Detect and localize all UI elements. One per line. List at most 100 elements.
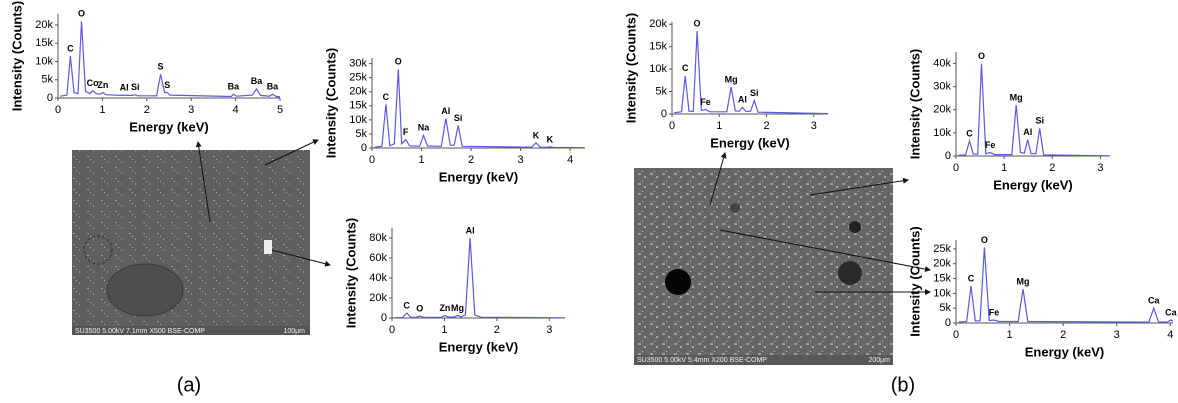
peak-label: Na bbox=[418, 123, 430, 133]
peak-label: Al bbox=[120, 82, 129, 92]
image-scale: 100μm bbox=[283, 328, 305, 335]
peak-label: O bbox=[416, 303, 423, 313]
spectrum-line bbox=[374, 69, 586, 149]
peak-label: K bbox=[533, 130, 540, 140]
y-tick-label: 10k bbox=[933, 127, 951, 139]
peak-label: Co bbox=[87, 78, 99, 88]
peak-label: O bbox=[78, 9, 85, 19]
x-axis-label: Energy (keV) bbox=[439, 339, 518, 354]
peak-label: C bbox=[403, 300, 410, 310]
y-tick-label: 0 bbox=[945, 150, 951, 162]
x-tick-label: 3 bbox=[1114, 329, 1120, 341]
spectrum-line bbox=[958, 247, 1174, 323]
y-axis-label: Intensity (Counts) bbox=[9, 1, 24, 112]
y-axis-label: Intensity (Counts) bbox=[907, 226, 922, 337]
x-tick-label: 0 bbox=[953, 329, 959, 341]
x-tick-label: 3 bbox=[546, 324, 552, 336]
y-axis-label: Intensity (Counts) bbox=[907, 49, 922, 160]
y-tick-label: 60k bbox=[369, 252, 387, 264]
x-tick-label: 1 bbox=[1001, 162, 1007, 174]
y-tick-label: 5k bbox=[939, 302, 951, 314]
x-tick-label: 1 bbox=[418, 154, 424, 166]
y-tick-label: 5k bbox=[655, 85, 667, 97]
image-scale: 200μm bbox=[868, 357, 890, 364]
x-tick-label: 5 bbox=[277, 104, 283, 116]
image-caption: SU3500 5.00kV 7.1mm X500 BSE-COMP bbox=[75, 328, 205, 335]
y-tick-label: 15k bbox=[933, 272, 951, 284]
y-tick-label: 20k bbox=[369, 292, 387, 304]
peak-label: O bbox=[694, 18, 701, 28]
y-tick-label: 10k bbox=[649, 63, 667, 75]
x-tick-label: 0 bbox=[389, 324, 395, 336]
y-tick-label: 20k bbox=[35, 19, 53, 31]
y-tick-label: 20k bbox=[933, 104, 951, 116]
x-tick-label: 3 bbox=[811, 120, 817, 132]
y-tick-label: 80k bbox=[369, 232, 387, 244]
peak-label: S bbox=[164, 80, 170, 90]
x-tick-label: 1 bbox=[441, 324, 447, 336]
x-axis-label: Energy (keV) bbox=[439, 169, 518, 184]
spectrum-line bbox=[674, 30, 829, 115]
peak-label: F bbox=[403, 127, 409, 137]
peak-label: C bbox=[682, 63, 689, 73]
x-tick-label: 2 bbox=[763, 120, 769, 132]
x-tick-label: 1 bbox=[99, 104, 105, 116]
peak-label: Zn bbox=[439, 303, 450, 313]
spectrum-line bbox=[958, 63, 1111, 157]
peak-label: S bbox=[158, 62, 164, 72]
y-tick-label: 40k bbox=[933, 57, 951, 69]
peak-label: Fe bbox=[989, 307, 1000, 317]
peak-label: Mg bbox=[451, 303, 464, 313]
x-axis-label: Energy (keV) bbox=[1025, 344, 1104, 359]
x-tick-label: 2 bbox=[144, 104, 150, 116]
x-tick-label: 3 bbox=[518, 154, 524, 166]
peak-label: O bbox=[981, 235, 988, 245]
x-tick-label: 4 bbox=[567, 154, 573, 166]
x-tick-label: 1 bbox=[716, 120, 722, 132]
peak-label: C bbox=[67, 43, 74, 53]
y-tick-label: 20k bbox=[349, 86, 367, 98]
x-axis-label: Energy (keV) bbox=[993, 177, 1072, 192]
peak-label: Mg bbox=[1016, 276, 1029, 286]
y-tick-label: 25k bbox=[349, 72, 367, 84]
y-tick-label: 15k bbox=[349, 100, 367, 112]
y-tick-label: 0 bbox=[661, 108, 667, 120]
y-tick-label: 25k bbox=[933, 243, 951, 255]
peak-label: Si bbox=[750, 88, 759, 98]
x-tick-label: 2 bbox=[494, 324, 500, 336]
spectrum-line bbox=[60, 21, 281, 98]
sem-image-b: SU3500 5.00kV 5.4mm X200 BSE-COMP 200μm bbox=[634, 168, 893, 365]
y-tick-label: 0 bbox=[361, 142, 367, 154]
peak-label: Mg bbox=[725, 74, 738, 84]
y-tick-label: 0 bbox=[945, 317, 951, 329]
peak-label: Si bbox=[131, 82, 140, 92]
peak-label: Ba bbox=[251, 76, 263, 86]
x-tick-label: 0 bbox=[55, 104, 61, 116]
y-tick-label: 5k bbox=[41, 74, 53, 86]
panel-label: (b) bbox=[891, 374, 915, 396]
x-tick-label: 3 bbox=[1097, 162, 1103, 174]
y-tick-label: 40k bbox=[369, 272, 387, 284]
peak-label: Zn bbox=[97, 80, 108, 90]
y-tick-label: 0 bbox=[381, 312, 387, 324]
x-axis-label: Energy (keV) bbox=[710, 135, 789, 150]
x-tick-label: 4 bbox=[233, 104, 239, 116]
x-tick-label: 1 bbox=[1007, 329, 1013, 341]
y-tick-label: 30k bbox=[933, 81, 951, 93]
y-tick-label: 10k bbox=[349, 114, 367, 126]
panel-label: (a) bbox=[177, 374, 201, 396]
y-tick-label: 10k bbox=[35, 55, 53, 67]
x-tick-label: 3 bbox=[188, 104, 194, 116]
y-tick-label: 15k bbox=[35, 37, 53, 49]
peak-label: Ca bbox=[1148, 296, 1160, 306]
y-tick-label: 30k bbox=[349, 58, 367, 70]
y-tick-label: 20k bbox=[649, 18, 667, 30]
peak-label: Ba bbox=[228, 82, 240, 92]
peak-label: K bbox=[547, 134, 554, 144]
x-axis-label: Energy (keV) bbox=[129, 119, 208, 134]
y-tick-label: 0 bbox=[47, 92, 53, 104]
y-tick-label: 20k bbox=[933, 258, 951, 270]
x-tick-label: 0 bbox=[953, 162, 959, 174]
peak-label: C bbox=[968, 273, 975, 283]
